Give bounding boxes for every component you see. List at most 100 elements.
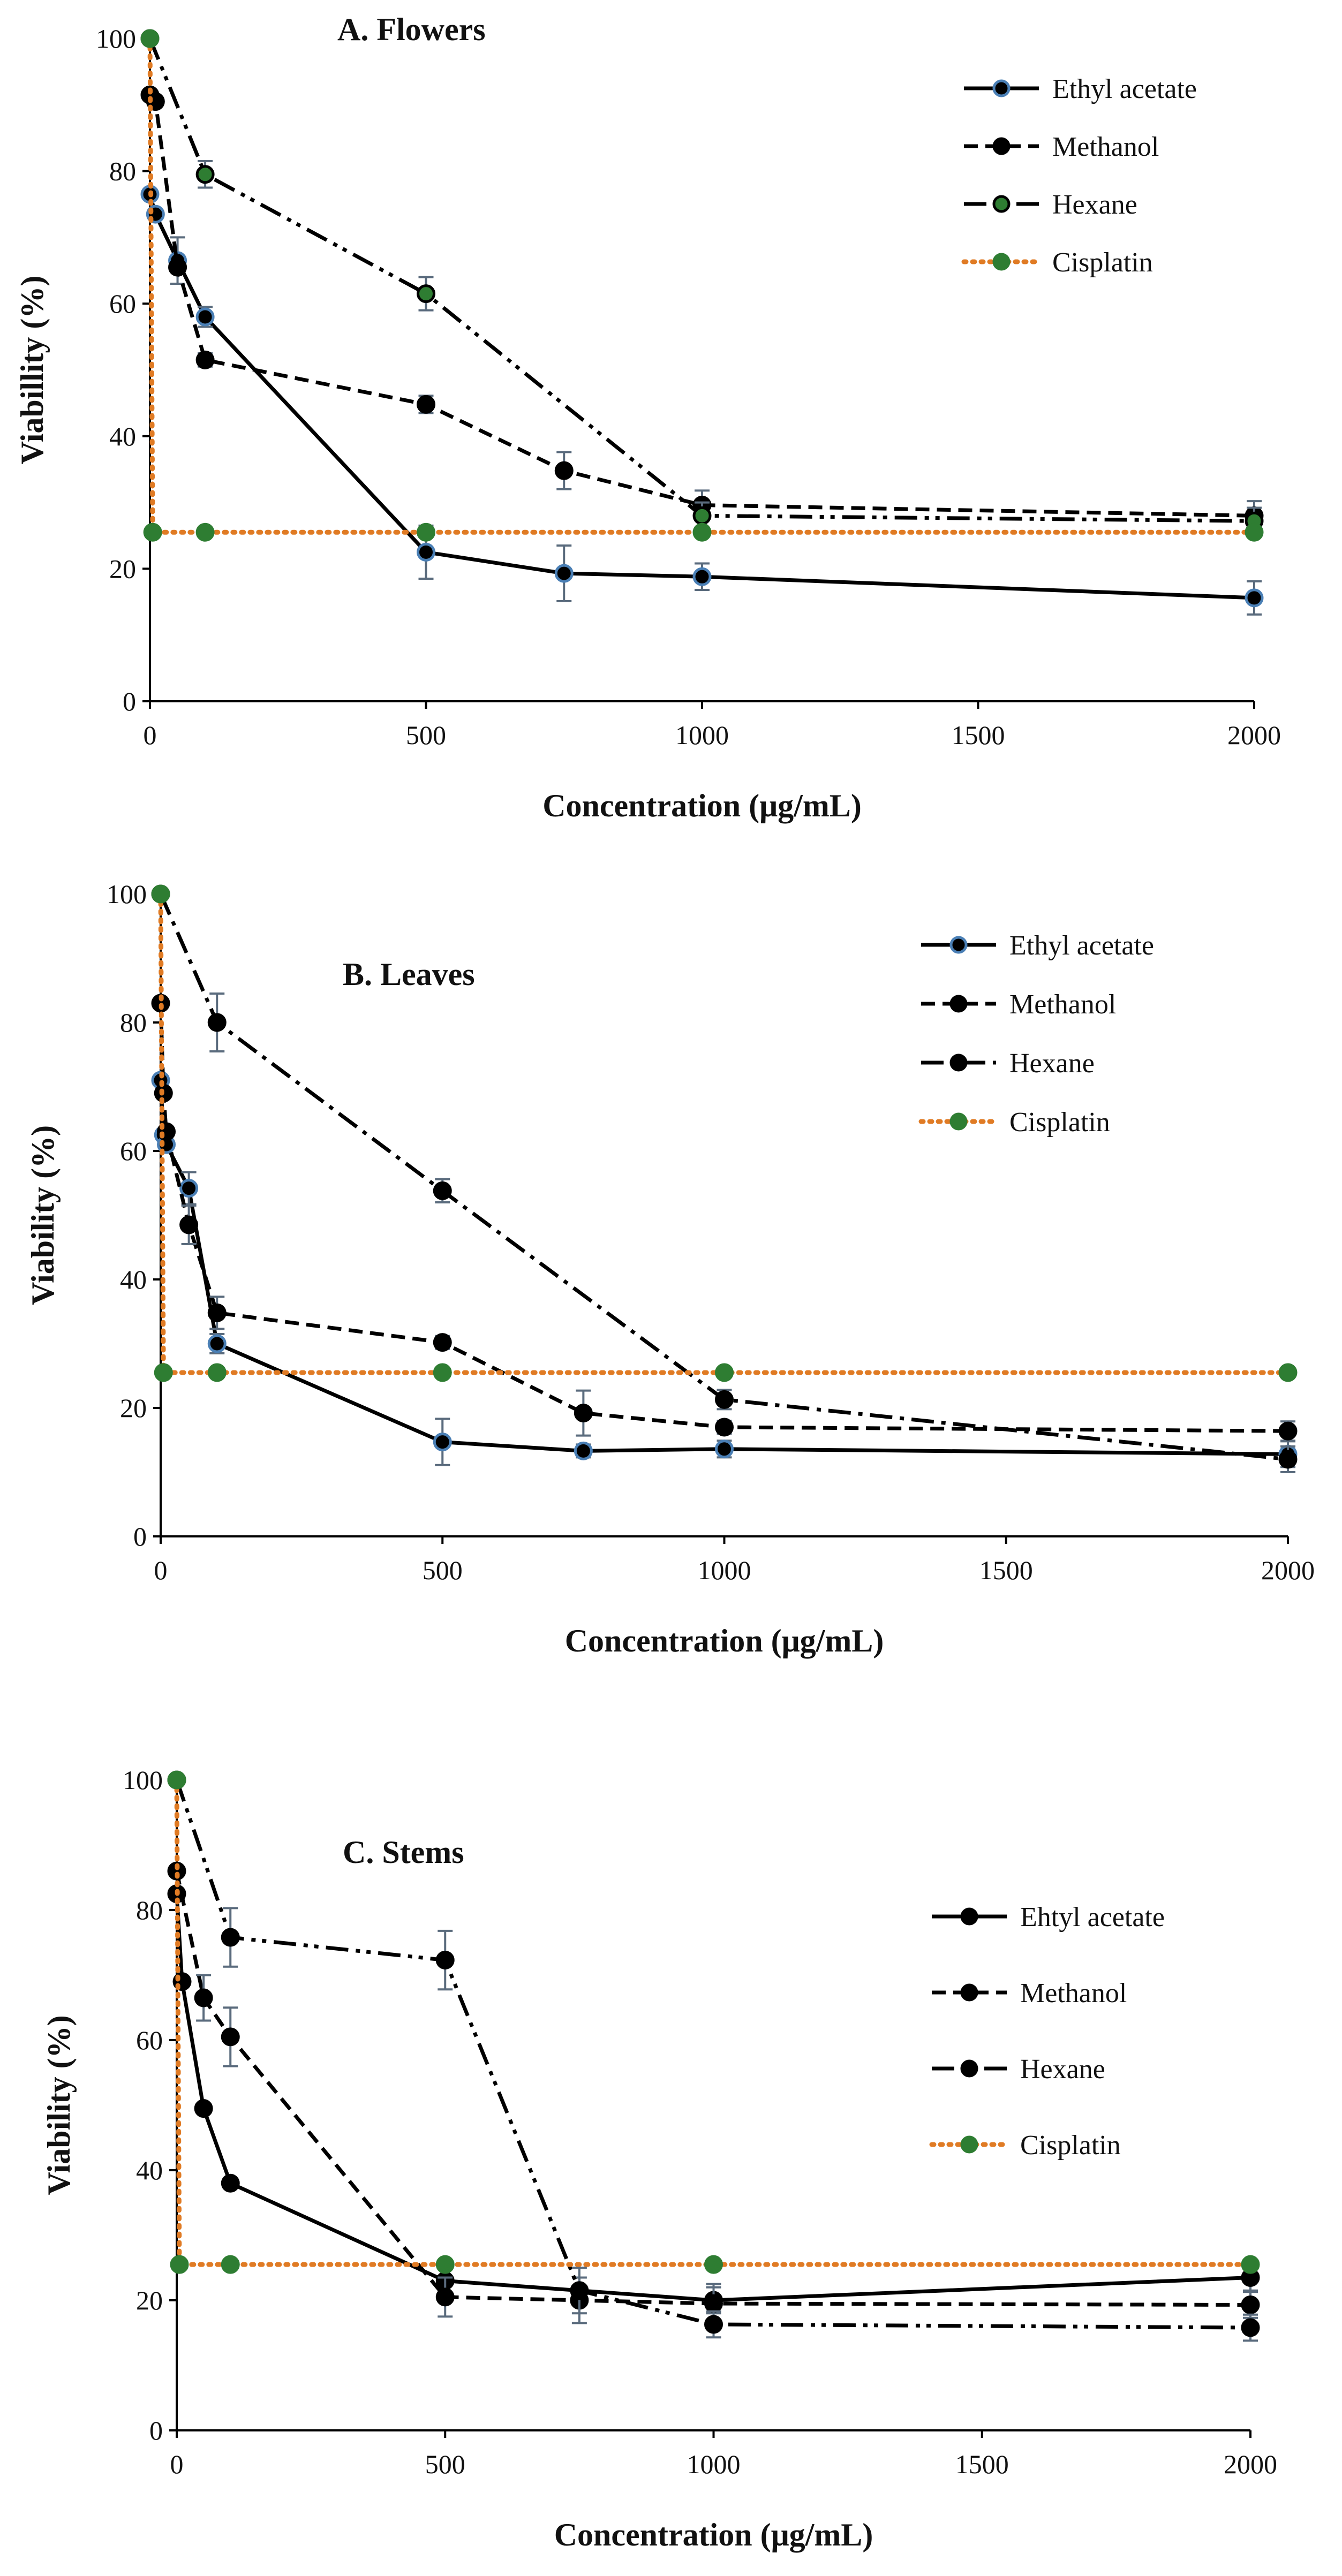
- legend-marker: [992, 137, 1011, 155]
- legend-label: Cisplatin: [1020, 2130, 1121, 2161]
- data-point: [417, 284, 435, 304]
- series-cisplatin: [167, 1770, 1260, 2274]
- data-point: [435, 2287, 455, 2307]
- legend-marker: [949, 995, 968, 1013]
- y-tick-label: 60: [136, 2025, 163, 2055]
- x-tick-label: 1000: [675, 720, 729, 750]
- data-point: [207, 1363, 227, 1382]
- data-point: [435, 2255, 455, 2274]
- data-point: [417, 542, 435, 562]
- y-tick-label: 20: [109, 554, 136, 584]
- series-cisplatin: [140, 29, 1264, 542]
- y-tick-label: 0: [149, 2415, 163, 2445]
- data-point: [167, 1861, 186, 1881]
- legend-label: Ethyl acetate: [1052, 74, 1197, 104]
- data-point: [143, 522, 162, 542]
- data-point: [715, 1390, 734, 1409]
- legend-entry-methanol: Methanol: [932, 1978, 1127, 2009]
- data-point: [704, 2315, 723, 2334]
- legend-label: Cisplatin: [1009, 1107, 1110, 1138]
- legend-label: Ethyl acetate: [1009, 930, 1154, 961]
- series-methanol: [151, 994, 1298, 1442]
- data-point: [417, 522, 435, 542]
- data-point: [574, 1441, 593, 1460]
- legend-label: Cisplatin: [1052, 247, 1153, 278]
- y-tick-label: 80: [136, 1895, 163, 1925]
- x-tick-label: 0: [154, 1555, 168, 1585]
- data-point: [715, 1363, 734, 1382]
- data-point: [207, 1303, 227, 1322]
- y-tick-label: 80: [120, 1007, 147, 1037]
- legend-label: Hexane: [1052, 190, 1137, 220]
- x-tick-label: 2000: [1227, 720, 1281, 750]
- y-axis-title: Viability (%): [25, 1125, 61, 1305]
- series-line: [175, 1779, 1251, 2330]
- data-point: [417, 395, 435, 414]
- data-point: [1278, 1450, 1298, 1469]
- y-axis-title: Viabillity (%): [14, 276, 50, 465]
- legend-marker: [949, 1112, 968, 1131]
- data-point: [433, 1181, 452, 1200]
- data-point: [194, 1988, 213, 2007]
- x-axis-title: Concentration (μg/mL): [554, 2517, 873, 2552]
- legend-entry-hexane: Hexane: [964, 190, 1137, 220]
- x-tick-label: 2000: [1261, 1555, 1315, 1585]
- legend-label: Ehtyl acetate: [1020, 1902, 1165, 1933]
- data-point: [195, 522, 215, 542]
- data-point: [1245, 522, 1264, 542]
- y-tick-label: 100: [107, 879, 147, 909]
- series-line: [174, 1777, 1253, 2267]
- data-point: [221, 2255, 240, 2274]
- panel-title: C. Stems: [343, 1835, 464, 1870]
- y-tick-label: 20: [136, 2285, 163, 2315]
- x-tick-label: 1500: [979, 1555, 1033, 1585]
- legend-entry-ethyl-acetate: Ethyl acetate: [921, 930, 1154, 961]
- data-point: [1245, 588, 1264, 608]
- y-tick-label: 40: [136, 2155, 163, 2185]
- series-line: [175, 1870, 1251, 2307]
- data-point: [1241, 2255, 1260, 2274]
- series-methanol: [140, 85, 1264, 532]
- data-point: [433, 1333, 452, 1352]
- data-point: [1278, 1363, 1298, 1382]
- data-point: [570, 2281, 589, 2300]
- data-point: [433, 1363, 452, 1382]
- legend-label: Methanol: [1020, 1978, 1127, 2009]
- data-point: [433, 1433, 452, 1452]
- y-tick-label: 0: [133, 1521, 147, 1551]
- data-point: [715, 1418, 734, 1437]
- data-point: [1278, 1421, 1298, 1441]
- data-point: [715, 1439, 734, 1459]
- y-tick-label: 0: [123, 686, 136, 716]
- legend-entry-ehtyl-acetate: Ehtyl acetate: [932, 1902, 1165, 1933]
- data-point: [140, 29, 160, 48]
- data-point: [692, 506, 712, 525]
- legend-entry-cisplatin: Cisplatin: [929, 2130, 1121, 2161]
- y-tick-label: 40: [120, 1264, 147, 1294]
- data-point: [151, 884, 170, 904]
- y-tick-label: 80: [109, 156, 136, 186]
- data-point: [554, 461, 574, 480]
- x-tick-label: 500: [423, 1555, 463, 1585]
- x-tick-label: 2000: [1224, 2449, 1277, 2479]
- data-point: [554, 564, 574, 583]
- y-tick-label: 60: [120, 1136, 147, 1166]
- legend-entry-hexane: Hexane: [921, 1048, 1095, 1079]
- legend-label: Methanol: [1009, 989, 1116, 1020]
- legend-marker: [992, 253, 1011, 271]
- data-point: [1241, 2295, 1260, 2315]
- legend-marker: [992, 79, 1011, 97]
- y-tick-label: 20: [120, 1393, 147, 1423]
- y-tick-label: 40: [109, 421, 136, 451]
- data-point: [574, 1404, 593, 1423]
- data-point: [1241, 2318, 1260, 2337]
- legend-entry-cisplatin: Cisplatin: [918, 1107, 1110, 1138]
- legend-marker: [949, 936, 968, 954]
- series-line: [175, 1893, 1251, 2302]
- series-cisplatin: [151, 884, 1298, 1382]
- x-tick-label: 0: [170, 2449, 184, 2479]
- y-tick-label: 100: [123, 1765, 163, 1795]
- data-point: [692, 567, 712, 586]
